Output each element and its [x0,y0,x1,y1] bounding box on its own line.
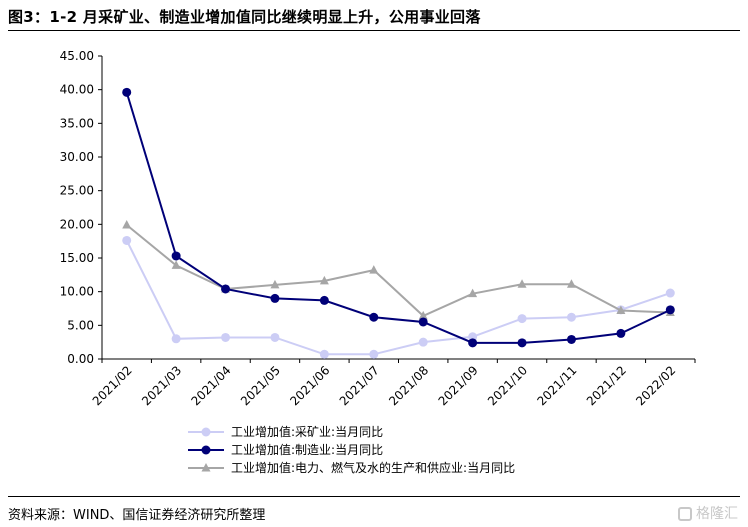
data-point [517,314,527,324]
x-tick-label: 2021/07 [337,363,382,408]
data-point [369,349,379,359]
x-axis: 2021/02 2021/03 2021/04 2021/05 2021/06 2021/… [90,358,696,408]
series-2 [122,220,675,320]
source-note: 资料来源：WIND、国信证券经济研究所整理 [8,508,266,523]
legend-marker [201,445,211,455]
data-point [319,295,329,305]
data-point [517,338,527,348]
data-point [566,312,576,322]
data-point [270,279,280,289]
series-0 [122,235,675,359]
data-point [270,293,280,303]
x-tick-label: 2021/08 [386,363,431,408]
data-point [171,334,181,344]
line-chart: 0.00 5.00 10.00 15.00 20.00 25.00 30.00 35.00 40… [60,49,696,475]
y-tick-label: 0.00 [67,352,94,366]
data-point [665,288,675,298]
data-point [270,332,280,342]
y-tick-label: 15.00 [60,251,94,265]
x-tick-label: 2021/10 [485,363,530,408]
data-point [418,310,428,320]
data-point [319,275,329,285]
y-tick-label: 45.00 [60,49,94,63]
series-line [125,92,671,344]
data-point [418,337,428,347]
legend-marker [201,463,211,472]
data-point [221,284,231,294]
legend-item: 工业增加值:制造业:当月同比 [188,442,383,457]
data-point [468,338,478,348]
y-tick-label: 10.00 [60,285,94,299]
data-point [122,220,132,229]
data-point [122,87,132,97]
figure-title: 图3：1-2 月采矿业、制造业增加值同比继续明显上升，公用事业回落 [8,8,481,26]
legend-item: 工业增加值:电力、燃气及水的生产和供应业:当月同比 [188,460,515,475]
series-lines [122,87,675,359]
data-point [171,251,181,261]
data-point [616,328,626,338]
x-tick-label: 2021/04 [189,363,234,408]
legend-label: 工业增加值:采矿业:当月同比 [231,424,383,439]
title-divider [8,30,740,31]
legend: 工业增加值:采矿业:当月同比工业增加值:制造业:当月同比工业增加值:电力、燃气及… [188,424,515,475]
legend-label: 工业增加值:电力、燃气及水的生产和供应业:当月同比 [231,460,515,475]
x-tick-label: 2021/09 [436,363,481,408]
data-point [665,305,675,315]
legend-marker [201,427,211,437]
x-tick-label: 2021/03 [139,363,184,408]
x-tick-label: 2021/05 [238,363,283,408]
data-point [566,279,576,288]
series-line [126,224,671,318]
data-point [171,260,181,269]
x-tick-label: 2021/02 [90,363,135,408]
y-axis: 0.00 5.00 10.00 15.00 20.00 25.00 30.00 35.00 40… [60,49,103,366]
watermark-logo-icon [678,507,692,521]
y-tick-label: 35.00 [60,116,94,130]
watermark: 格隆汇 [678,503,738,523]
series-line [125,240,671,356]
data-point [369,265,379,274]
data-point [319,349,329,359]
data-point [221,332,231,342]
data-point [517,279,527,288]
series-1 [122,87,675,348]
y-tick-label: 25.00 [60,184,94,198]
watermark-text: 格隆汇 [696,506,738,522]
x-tick-label: 2021/06 [287,363,332,408]
data-point [369,312,379,322]
x-tick-label: 2022/02 [633,363,678,408]
footer-divider [8,496,740,497]
data-point [418,317,428,327]
data-point [122,235,132,245]
y-tick-label: 30.00 [60,150,94,164]
data-point [468,288,478,298]
y-tick-label: 5.00 [67,318,94,332]
x-tick-label: 2021/12 [584,363,629,408]
legend-item: 工业增加值:采矿业:当月同比 [188,424,383,439]
y-tick-label: 40.00 [60,83,94,97]
x-tick-label: 2021/11 [534,363,579,408]
legend-label: 工业增加值:制造业:当月同比 [231,442,383,457]
data-point [566,334,576,344]
y-tick-label: 20.00 [60,217,94,231]
data-point [616,305,626,315]
